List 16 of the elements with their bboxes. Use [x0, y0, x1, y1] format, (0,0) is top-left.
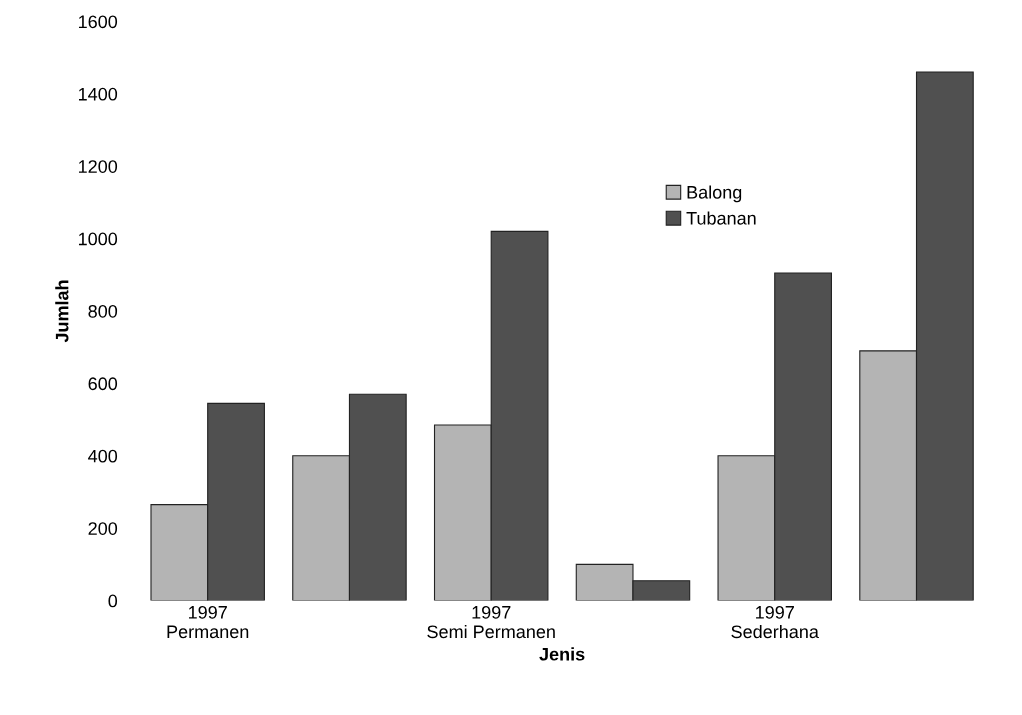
y-tick-label: 1000: [78, 232, 118, 246]
y-tick-label: 1200: [78, 160, 118, 173]
y-tick-label: 200: [88, 522, 118, 535]
x-tick-label: 1997 Sederhana: [731, 605, 819, 639]
x-tick-label: 1997 Permanen: [167, 605, 249, 639]
y-tick-label: 0: [108, 594, 118, 608]
y-tick-label: 400: [88, 449, 118, 463]
y-tick-label: 600: [88, 377, 118, 391]
y-axis-title: Jumlah: [55, 280, 69, 343]
x-tick-label: 1997 Semi Permanen: [427, 605, 555, 639]
x-axis-title: Jenis: [539, 647, 585, 661]
y-tick-label: 1400: [78, 87, 118, 101]
y-tick-label: 1600: [78, 15, 118, 29]
y-tick-label: 800: [88, 304, 118, 318]
legend-label: Tubanan: [686, 211, 756, 225]
legend-label: Balong: [687, 185, 742, 203]
